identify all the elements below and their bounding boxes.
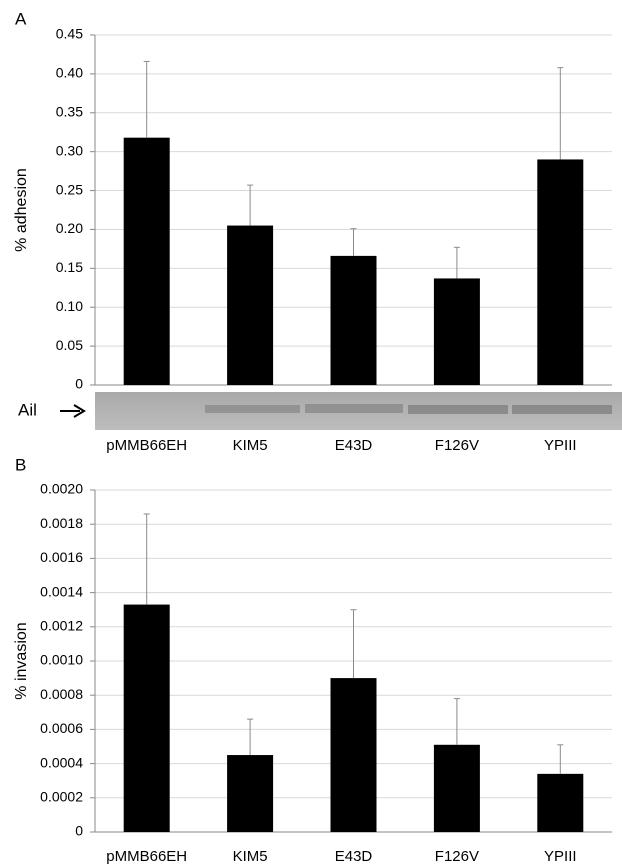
y-tick-label: 0	[75, 376, 83, 392]
y-tick-label: 0.45	[56, 26, 83, 42]
x-tick-label: pMMB66EH	[106, 437, 187, 454]
bar	[227, 755, 273, 832]
panel-label: A	[15, 9, 27, 28]
y-tick-label: 0.0010	[40, 652, 83, 668]
y-tick-label: 0	[75, 823, 83, 839]
x-tick-label: YPIII	[544, 437, 577, 454]
y-tick-label: 0.30	[56, 142, 83, 158]
y-tick-label: 0.05	[56, 337, 83, 353]
y-tick-label: 0.0012	[40, 618, 83, 634]
x-tick-label: F126V	[435, 848, 479, 865]
x-tick-label: KIM5	[233, 437, 268, 454]
y-tick-label: 0.0014	[40, 583, 83, 599]
x-tick-label: YPIII	[544, 848, 577, 865]
x-tick-label: E43D	[335, 848, 373, 865]
bar	[331, 678, 377, 832]
y-tick-label: 0.35	[56, 103, 83, 119]
y-tick-label: 0.0020	[40, 481, 83, 497]
y-axis-label: % adhesion	[13, 168, 30, 252]
y-tick-label: 0.40	[56, 65, 83, 81]
x-tick-label: pMMB66EH	[106, 848, 187, 865]
bar	[434, 745, 480, 832]
x-tick-label: KIM5	[233, 848, 268, 865]
blot-label: Ail	[18, 400, 37, 419]
y-axis-label: % invasion	[13, 622, 30, 699]
y-tick-label: 0.15	[56, 259, 83, 275]
bar	[331, 256, 377, 385]
x-tick-label: E43D	[335, 437, 373, 454]
y-tick-label: 0.0008	[40, 686, 83, 702]
blot-image	[95, 392, 622, 430]
bar	[537, 774, 583, 832]
figure: A % adhesion Ail 0 0.05 0.10 0.15 0.20 0.25 0.30 0…	[0, 0, 622, 868]
y-tick-label: 0.20	[56, 220, 83, 236]
y-tick-label: 0.0016	[40, 549, 83, 565]
bar	[434, 278, 480, 385]
y-tick-label: 0.10	[56, 298, 83, 314]
y-tick-label: 0.0006	[40, 720, 83, 736]
y-tick-label: 0.0002	[40, 789, 83, 805]
x-tick-label: F126V	[435, 437, 479, 454]
y-tick-label: 0.25	[56, 181, 83, 197]
bar	[537, 159, 583, 385]
bar	[227, 226, 273, 385]
y-tick-label: 0.0018	[40, 515, 83, 531]
panel-label: B	[15, 455, 26, 474]
y-tick-label: 0.0004	[40, 754, 83, 770]
bar	[124, 605, 170, 832]
bar	[124, 138, 170, 385]
